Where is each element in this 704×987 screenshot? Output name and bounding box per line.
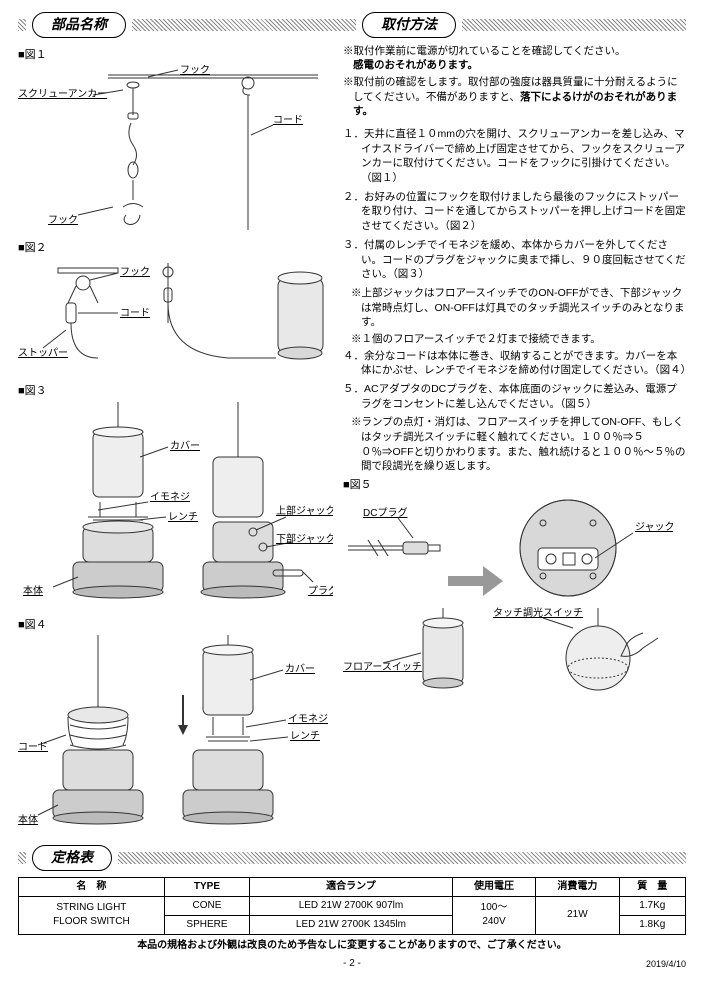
note1b: 感電のおそれがあります。 <box>353 59 478 71</box>
page-number: - 2 - <box>18 957 686 971</box>
fig4-wrench: レンチ <box>290 730 320 742</box>
table-row: 名 称 TYPE 適合ランプ 使用電圧 消費電力 質 量 <box>19 877 686 896</box>
fig3-lower-jack: 下部ジャック <box>276 532 333 545</box>
fig1-hook-label: フック <box>180 65 210 76</box>
note1: ※取付作業前に電源が切れていることを確認してください。 <box>343 45 626 57</box>
fig4-body: 本体 <box>18 813 38 826</box>
warning-notes: ※取付作業前に電源が切れていることを確認してください。感電のおそれがあります。 … <box>343 44 686 119</box>
hatch-mid1 <box>132 19 356 31</box>
step5a: ※ランプの点灯・消灯は、フロアースイッチを押してON-OFF、もしくはタッチ調光… <box>343 415 686 474</box>
hatch-spec-left <box>18 852 26 864</box>
fig5-dcplug: DCプラグ <box>363 506 407 519</box>
fig2-label: ■図２ <box>18 241 333 256</box>
step4: ４．余分なコードは本体に巻き、収納することができます。カバーを本体にかぶせ、レン… <box>343 349 686 378</box>
fig3-plug: プラグ <box>308 584 333 597</box>
hatch-spec-right <box>118 852 686 864</box>
step3: ３．付属のレンチでイモネジを緩め、本体からカバーを外してください。コードのプラグ… <box>343 238 686 282</box>
th-weight: 質 量 <box>619 877 685 896</box>
fig3-label: ■図３ <box>18 384 333 399</box>
step5: ５．ACアダプタのDCプラグを、本体底面のジャックに差込み、電源プラグをコンセン… <box>343 382 686 411</box>
step3a: ※上部ジャックはフロアースイッチでのON-OFFができ、下部ジャックは常時点灯し… <box>343 286 686 330</box>
th-name: 名 称 <box>19 877 165 896</box>
hatch-left <box>18 19 26 31</box>
fig5-floorswitch: フロアースイッチ <box>343 661 422 673</box>
fig4-cord: コード <box>18 742 48 753</box>
fig3-diagram: カバー イモネジ レンチ 本体 上部ジャック 下部ジャック プラグ <box>18 402 333 612</box>
fig4-label: ■図４ <box>18 618 333 633</box>
cell-power: 21W <box>536 896 619 934</box>
fig4-setscrew: イモネジ <box>288 713 328 725</box>
cell-type2: SPHERE <box>164 915 249 934</box>
fig3-setscrew: イモネジ <box>150 491 190 503</box>
fig1-diagram: フック スクリューアンカー コード フック <box>18 65 333 235</box>
heading-install: 取付方法 <box>362 12 456 38</box>
headings-row: 部品名称 取付方法 <box>18 12 686 38</box>
cell-type1: CONE <box>164 896 249 915</box>
fig2-stopper: ストッパー <box>18 347 68 359</box>
fig3-upper-jack: 上部ジャック <box>276 504 333 517</box>
fig1-hook2-label: フック <box>48 214 78 226</box>
step3b: ※１個のフロアースイッチで２灯まで接続できます。 <box>343 332 686 347</box>
spec-table: 名 称 TYPE 適合ランプ 使用電圧 消費電力 質 量 STRING LIGH… <box>18 877 686 935</box>
footer-date: 2019/4/10 <box>646 958 686 971</box>
heading-parts: 部品名称 <box>32 12 126 38</box>
fig5-jack: ジャック <box>635 521 673 533</box>
cell-volt: 100〜 240V <box>452 896 535 934</box>
th-type: TYPE <box>164 877 249 896</box>
fig5-diagram: DCプラグ ジャック フロアースイッチ タッチ調光スイッチ <box>343 498 686 698</box>
step1: １．天井に直径１０mmの穴を開け、スクリューアンカーを差し込み、マイナスドライバ… <box>343 127 686 186</box>
step2: ２．お好みの位置にフックを取付けましたら最後のフックにストッパーを取り付け、コー… <box>343 190 686 234</box>
fig2-diagram: フック コード ストッパー <box>18 258 333 378</box>
cell-name: STRING LIGHT FLOOR SWITCH <box>19 896 165 934</box>
fig4-diagram: コード 本体 カバー イモネジ レンチ <box>18 635 333 835</box>
fig1-label: ■図１ <box>18 48 333 63</box>
th-power: 消費電力 <box>536 877 619 896</box>
fig5-touch: タッチ調光スイッチ <box>493 606 583 619</box>
fig3-cover: カバー <box>170 440 200 452</box>
fig3-wrench: レンチ <box>168 511 198 523</box>
th-volt: 使用電圧 <box>452 877 535 896</box>
fig2-cord: コード <box>120 308 150 319</box>
cell-lamp2: LED 21W 2700K 1345lm <box>250 915 453 934</box>
footer-note: 本品の規格および外観は改良のため予告なしに変更することがありますので、ご了承くだ… <box>18 939 686 953</box>
spec-heading-row: 定格表 <box>18 845 686 871</box>
heading-spec: 定格表 <box>32 845 112 871</box>
table-row: STRING LIGHT FLOOR SWITCH CONE LED 21W 2… <box>19 896 686 915</box>
fig2-hook: フック <box>120 266 150 278</box>
cell-weight2: 1.8Kg <box>619 915 685 934</box>
fig1-cord-label: コード <box>273 115 303 126</box>
cell-weight1: 1.7Kg <box>619 896 685 915</box>
fig4-cover: カバー <box>285 663 315 675</box>
fig5-label: ■図５ <box>343 478 686 493</box>
fig3-body: 本体 <box>23 584 43 597</box>
install-steps: １．天井に直径１０mmの穴を開け、スクリューアンカーを差し込み、マイナスドライバ… <box>343 127 686 474</box>
fig1-anchor-label: スクリューアンカー <box>18 88 107 100</box>
cell-lamp1: LED 21W 2700K 907lm <box>250 896 453 915</box>
hatch-right <box>462 19 686 31</box>
th-lamp: 適合ランプ <box>250 877 453 896</box>
